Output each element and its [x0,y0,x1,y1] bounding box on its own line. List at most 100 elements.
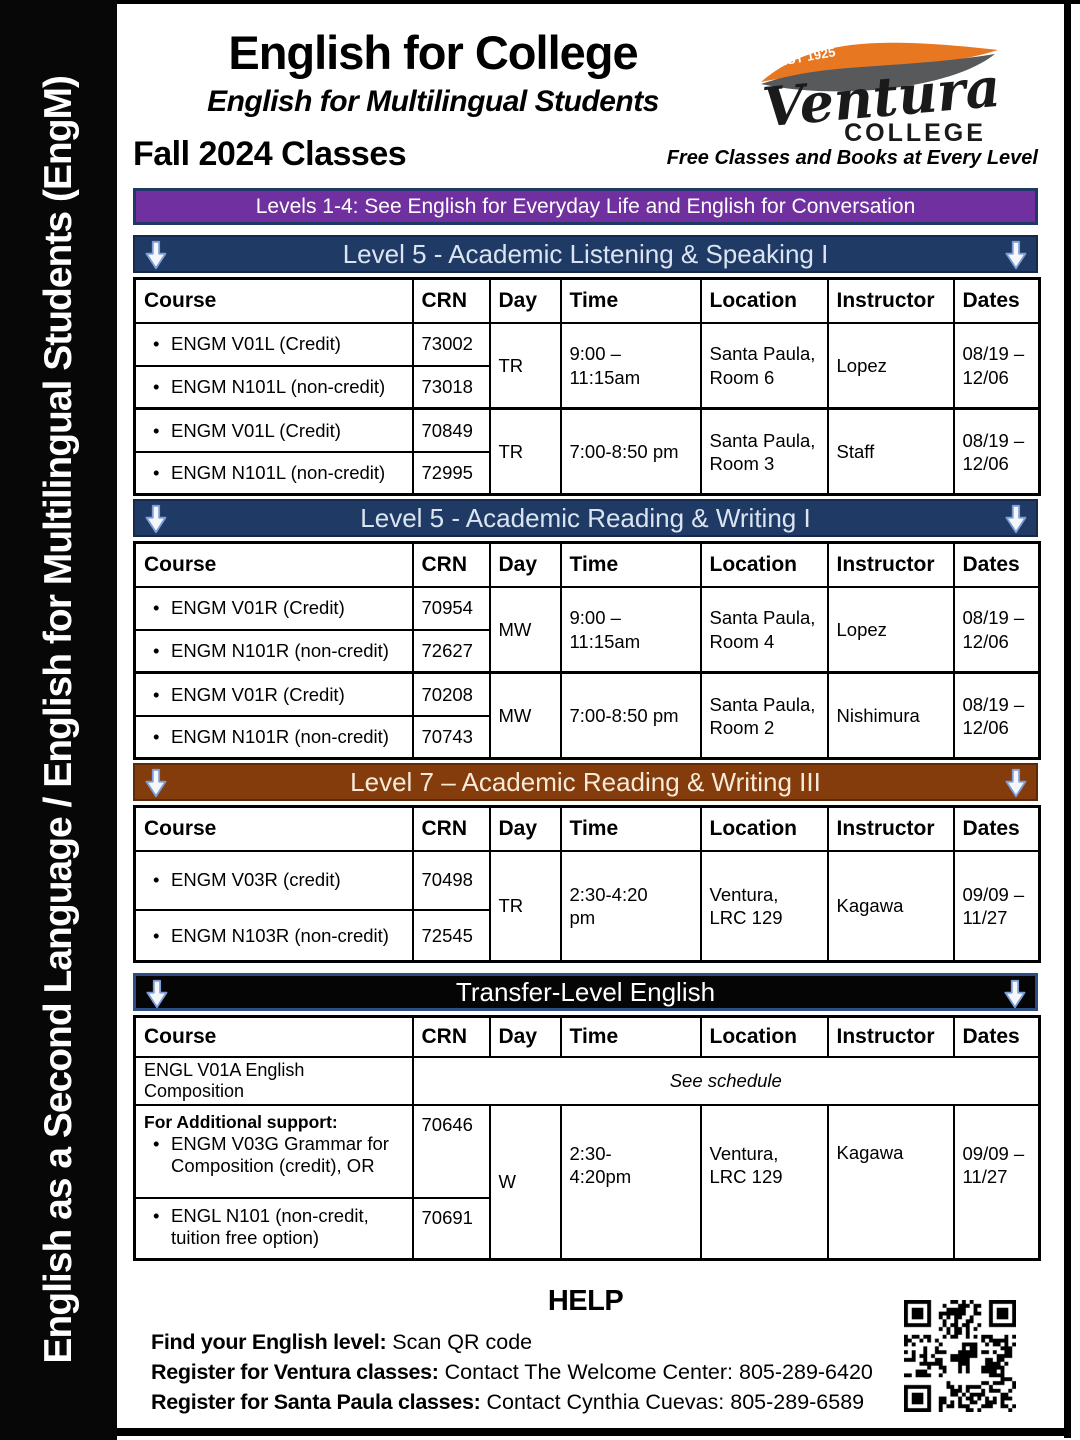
day-cell: TR [488,407,562,496]
col-header-crn: CRN [411,805,491,852]
down-arrow-icon [1004,980,1026,1009]
see-schedule-cell: See schedule [411,1055,1041,1106]
crn-cell: 70646 [411,1103,491,1199]
day-cell: W [488,1103,562,1261]
help-line-label: Register for Santa Paula classes: [151,1389,481,1414]
crn-cell: 70498 [411,849,491,911]
left-sidebar: English as a Second Language / English f… [0,0,117,1440]
help-lines: Find your English level: Scan QR code Re… [151,1328,921,1417]
course-cell: ENGM N101R (non-credit) [133,628,414,674]
location-cell: Santa Paula, Room 6 [699,321,829,410]
table-header-row: Course CRN Day Time Location Instructor … [133,805,1041,852]
col-header-location: Location [699,277,829,324]
time-cell: 7:00-8:50 pm [559,671,702,760]
instructor-cell: Staff [826,407,955,496]
col-header-instructor: Instructor [826,1015,955,1058]
page-border-right [1064,4,1071,1438]
schedule-table-level5-reading: Course CRN Day Time Location Instructor … [133,541,1041,761]
instructor-cell: Kagawa [826,849,955,963]
col-header-crn: CRN [411,1015,491,1058]
flyer-content: English for College English for Multilin… [117,4,1054,1417]
help-line-label: Register for Ventura classes: [151,1360,439,1384]
col-header-instructor: Instructor [826,541,955,588]
instructor-cell: Lopez [826,585,955,674]
col-header-dates: Dates [952,277,1041,324]
help-line-text: Contact Cynthia Cuevas: 805-289-6589 [480,1389,865,1414]
time-cell: 9:00 – 11:15am [559,321,702,410]
section-title: Level 5 - Academic Listening & Speaking … [342,238,829,269]
col-header-time: Time [559,1015,702,1058]
course-cell: ENGM V01L (Credit) [133,321,414,367]
col-header-course: Course [133,541,414,588]
table-row: ENGM V01R (Credit) 70208 MW 7:00-8:50 pm… [133,671,1041,760]
col-header-instructor: Instructor [826,277,955,324]
header-title-block: English for College English for Multilin… [133,28,733,119]
table-row: ENGM N101R (non-credit) 72627 [133,628,1040,674]
term-heading: Fall 2024 Classes [133,135,407,174]
down-arrow-icon [1005,769,1027,798]
section-title: Level 5 - Academic Reading & Writing I [360,502,811,533]
table-row: For Additional support: ENGM V03G Gramma… [133,1103,1041,1261]
day-cell: MW [488,585,562,674]
levels-1-4-banner-text: Levels 1-4: See English for Everyday Lif… [255,194,916,218]
help-line-text: Scan QR code [386,1330,533,1355]
section-banner-level5-reading: Level 5 - Academic Reading & Writing I [133,499,1038,538]
table-header-row: Course CRN Day Time Location Instructor … [133,277,1041,324]
crn-cell: 72995 [411,450,491,496]
crn-cell: 70849 [411,407,491,453]
sidebar-vertical-text: English as a Second Language / English f… [36,76,80,1364]
ventura-college-logo: EST 1925 Ventura COLLEGE [760,42,1001,146]
page-border-bottom [117,1428,1071,1436]
down-arrow-icon [145,241,167,270]
location-cell: Ventura, LRC 129 [699,1103,829,1261]
help-line-santa-paula: Register for Santa Paula classes: Contac… [151,1388,921,1418]
course-cell: For Additional support: ENGM V03G Gramma… [133,1103,414,1199]
instructor-cell: Nishimura [826,671,955,760]
table-row: ENGM V03R (credit) 70498 TR 2:30-4:20 pm… [133,849,1041,963]
course-cell: ENGM N103R (non-credit) [133,908,414,963]
section-title: Transfer-Level English [455,976,716,1007]
flyer-page: English for College English for Multilin… [117,0,1080,1440]
time-cell: 7:00-8:50 pm [559,407,702,496]
table-row: ENGM N103R (non-credit) 72545 [133,908,1040,963]
col-header-day: Day [488,1015,562,1058]
down-arrow-icon [1005,505,1027,534]
day-cell: MW [488,671,562,760]
col-header-location: Location [699,541,829,588]
col-header-course: Course [133,277,414,324]
location-cell: Ventura, LRC 129 [699,849,829,963]
levels-1-4-banner: Levels 1-4: See English for Everyday Lif… [133,188,1038,226]
col-header-day: Day [488,277,562,324]
col-header-dates: Dates [952,541,1041,588]
time-cell: 2:30- 4:20pm [559,1103,702,1261]
col-header-crn: CRN [411,277,491,324]
location-cell: Santa Paula, Room 4 [699,585,829,674]
col-header-dates: Dates [952,805,1041,852]
col-header-day: Day [488,805,562,852]
course-cell: ENGM V03R (credit) [133,849,414,911]
crn-cell: 72545 [411,908,491,963]
instructor-cell: Lopez [826,321,955,410]
table-row: ENGM V01L (Credit) 70849 TR 7:00-8:50 pm… [133,407,1041,496]
col-header-time: Time [559,277,702,324]
table-header-row: Course CRN Day Time Location Instructor … [133,541,1041,588]
col-header-location: Location [699,1015,829,1058]
location-cell: Santa Paula, Room 2 [699,671,829,760]
free-classes-tagline: Free Classes and Books at Every Level [666,147,1038,170]
day-cell: TR [488,849,562,963]
dates-cell: 08/19 – 12/06 [952,585,1041,674]
course-cell: ENGL V01A English Composition [133,1055,414,1106]
table-row: ENGM N101L (non-credit) 72995 [133,450,1040,496]
crn-cell: 73002 [411,321,491,367]
crn-cell: 70691 [411,1196,491,1261]
instructor-cell: Kagawa [826,1103,955,1261]
col-header-instructor: Instructor [826,805,955,852]
col-header-time: Time [559,805,702,852]
logo-gray-swoosh [761,54,995,92]
down-arrow-icon [146,980,168,1009]
table-row: ENGM N101L (non-credit) 73018 [133,364,1040,410]
dates-cell: 08/19 – 12/06 [952,407,1041,496]
crn-cell: 73018 [411,364,491,410]
col-header-day: Day [488,541,562,588]
course-cell: ENGM N101R (non-credit) [133,714,414,760]
